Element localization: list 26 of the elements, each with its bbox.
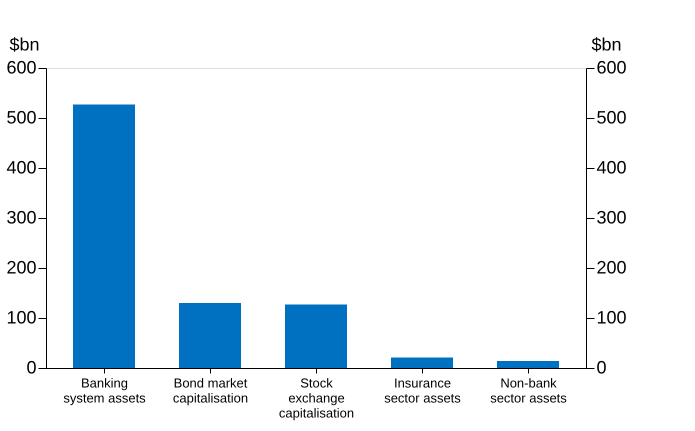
x-tick-label: Bond market capitalisation (172, 376, 248, 406)
y2-tick-label: 0 (596, 358, 607, 378)
bar (73, 104, 135, 368)
bar (497, 361, 559, 368)
y2-tick-label: 100 (596, 308, 627, 328)
y2-axis-title: $bn (591, 34, 622, 54)
y2-tick-label: 400 (596, 158, 627, 178)
y-tick-label: 100 (6, 308, 36, 328)
x-tick-label: Non-bank sector assets (490, 376, 568, 406)
y-axis-title: $bn (9, 34, 40, 54)
x-tick-label: Insurance sector assets (384, 376, 462, 406)
y2-tick-label: 500 (596, 108, 627, 128)
bar (391, 358, 453, 368)
y-tick-label: 200 (6, 258, 36, 278)
y2-tick-label: 200 (596, 258, 627, 278)
y-tick-label: 500 (6, 108, 36, 128)
bar (285, 304, 347, 368)
y2-tick-label: 600 (596, 58, 627, 78)
x-tick-label: Stock exchange capitalisation (278, 376, 354, 420)
x-tick-label: Banking system assets (63, 376, 146, 406)
bar (179, 303, 241, 368)
y-tick-label: 600 (6, 58, 36, 78)
y-tick-label: 400 (6, 158, 36, 178)
y-tick-label: 300 (6, 208, 36, 228)
y2-tick-label: 300 (596, 208, 627, 228)
y-tick-label: 0 (26, 358, 36, 378)
